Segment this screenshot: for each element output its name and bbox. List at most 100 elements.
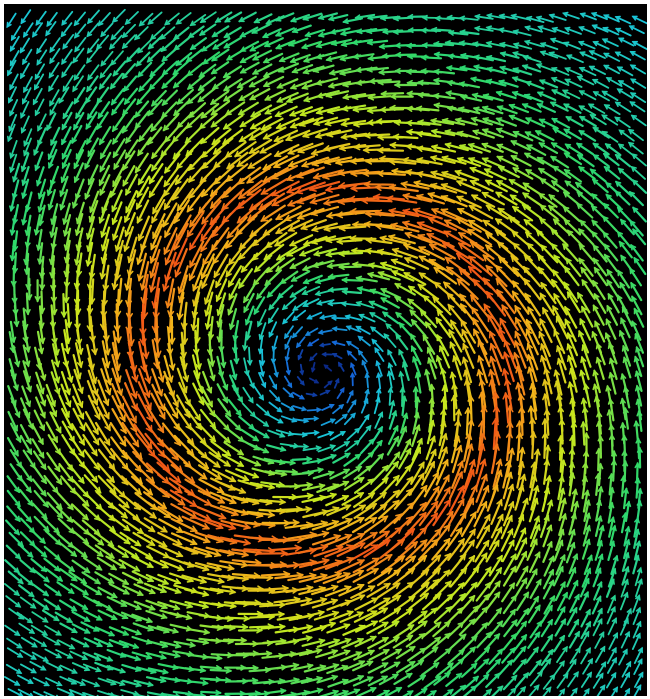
field-arrow (124, 212, 136, 237)
field-arrow (485, 244, 508, 264)
field-arrowhead (331, 340, 338, 346)
field-arrowhead (524, 80, 532, 87)
field-arrow (388, 160, 417, 165)
field-arrow (22, 344, 30, 367)
field-arrow (592, 244, 608, 263)
field-arrowhead (468, 205, 477, 212)
field-arrowhead (271, 199, 280, 207)
field-arrow (200, 126, 220, 145)
field-arrow (82, 434, 98, 457)
field-arrow (436, 334, 450, 357)
field-arrowhead (49, 231, 56, 239)
field-arrow (38, 191, 46, 213)
field-arrow (303, 417, 319, 421)
field-arrow (264, 37, 284, 48)
field-arrow (215, 278, 228, 302)
field-arrow (101, 302, 105, 331)
field-arrowhead (415, 446, 422, 455)
field-arrowhead (630, 165, 637, 172)
field-arrow (22, 307, 27, 331)
field-arrow (315, 129, 341, 138)
field-arrow (112, 262, 120, 290)
field-arrowhead (565, 54, 573, 60)
field-arrow (356, 28, 378, 33)
field-arrow (430, 171, 457, 181)
field-arrow (580, 356, 590, 381)
field-arrowhead (365, 28, 373, 35)
field-arrowhead (440, 170, 449, 178)
field-arrowhead (327, 380, 333, 386)
field-arrow (318, 12, 338, 20)
field-arrowhead (321, 530, 330, 538)
field-arrowhead (25, 516, 33, 523)
field-arrowhead (419, 511, 427, 520)
field-arrowhead (556, 357, 564, 365)
field-arrowhead (262, 57, 270, 64)
field-arrow (143, 517, 168, 533)
field-arrowhead (614, 190, 622, 197)
field-arrow (229, 359, 237, 380)
field-arrow (239, 113, 262, 128)
field-arrow (582, 512, 591, 535)
field-arrow (564, 306, 578, 329)
field-arrow (122, 75, 138, 92)
field-arrow (64, 319, 70, 344)
field-arrow (121, 114, 136, 134)
field-arrow (379, 513, 403, 534)
field-arrow (387, 425, 399, 445)
field-arrowhead (428, 258, 437, 266)
field-arrowhead (631, 295, 637, 303)
field-arrow (469, 395, 473, 424)
field-arrow (33, 409, 46, 431)
field-arrow (503, 483, 514, 511)
field-arrowhead (629, 219, 636, 227)
field-arrowhead (344, 452, 351, 459)
field-arrowhead (210, 121, 218, 128)
field-arrow (247, 202, 272, 222)
field-arrowhead (239, 57, 247, 64)
field-arrowhead (563, 218, 571, 226)
field-arrow (248, 443, 269, 454)
field-arrow (603, 253, 619, 273)
field-arrowhead (606, 408, 613, 416)
field-arrowhead (42, 604, 50, 611)
field-arrow (58, 394, 70, 418)
field-arrow (100, 22, 114, 37)
field-arrow (262, 155, 288, 171)
field-arrowhead (617, 37, 625, 43)
field-arrow (273, 129, 299, 142)
field-arrow (40, 267, 45, 291)
field-arrowhead (394, 51, 402, 58)
field-arrow (152, 190, 167, 215)
field-arrowhead (566, 354, 574, 363)
field-arrowhead (222, 396, 228, 404)
field-arrow (136, 88, 152, 106)
field-arrowhead (432, 68, 440, 75)
field-arrowhead (578, 166, 585, 172)
field-arrow (325, 250, 350, 256)
field-arrow (440, 183, 468, 195)
field-arrow (211, 468, 237, 483)
field-arrow (220, 346, 225, 368)
field-arrow (221, 453, 244, 467)
field-arrowhead (494, 229, 503, 237)
field-arrow (48, 189, 57, 211)
field-arrow (210, 111, 231, 128)
field-arrow (279, 270, 299, 285)
field-arrow (350, 362, 357, 376)
field-arrow (528, 551, 541, 574)
field-arrowhead (278, 56, 286, 63)
field-arrowhead (509, 194, 517, 201)
field-arrowhead (302, 56, 310, 63)
field-arrowhead (550, 180, 558, 187)
field-arrow (130, 475, 153, 496)
field-arrow (341, 492, 364, 506)
field-arrowhead (292, 519, 300, 527)
field-arrowhead (523, 93, 531, 100)
field-arrow (162, 202, 178, 228)
field-arrow (432, 499, 452, 527)
field-arrowhead (471, 92, 479, 99)
field-arrowhead (377, 411, 384, 418)
field-arrowhead (432, 93, 440, 100)
